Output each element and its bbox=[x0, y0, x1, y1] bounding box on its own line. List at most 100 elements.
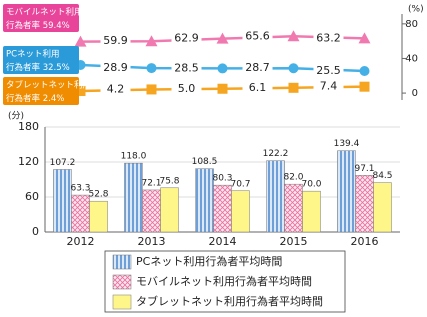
bar bbox=[231, 190, 250, 233]
series-label: 行為者率 2.4% bbox=[6, 93, 64, 104]
data-label: 139.4 bbox=[334, 139, 360, 149]
data-label: 80.3 bbox=[212, 174, 232, 184]
data-label: 28.5 bbox=[174, 61, 199, 74]
marker bbox=[74, 35, 87, 47]
data-label: 72.1 bbox=[141, 178, 161, 188]
first-value-label: 2.4% bbox=[43, 94, 65, 104]
data-label: 5.0 bbox=[178, 82, 196, 95]
series-label-line: 行為者率 bbox=[6, 62, 41, 73]
marker bbox=[288, 82, 299, 93]
y2-tick-label: 80 bbox=[405, 19, 418, 30]
label-bg bbox=[100, 34, 131, 49]
data-label: 62.9 bbox=[174, 32, 199, 45]
bar bbox=[337, 150, 356, 233]
marker bbox=[216, 32, 229, 44]
label-bg bbox=[171, 61, 202, 76]
y2-tick-label: 40 bbox=[405, 53, 418, 64]
marker bbox=[287, 30, 300, 42]
series-label: 行為者率 32.5% bbox=[6, 62, 70, 73]
x-tick-label: 2012 bbox=[67, 235, 95, 248]
first-value-label: 59.4% bbox=[43, 21, 70, 31]
y2-axis-label: (%) bbox=[408, 5, 424, 15]
marker bbox=[75, 86, 86, 96]
data-label: 107.2 bbox=[50, 158, 76, 168]
marker bbox=[146, 84, 157, 95]
legend-label: PCネット利用行為者平均時間 bbox=[136, 254, 282, 268]
data-label: 84.5 bbox=[372, 171, 392, 181]
x-tick-label: 2013 bbox=[138, 235, 166, 248]
bar bbox=[355, 175, 374, 233]
legend-box bbox=[104, 250, 346, 313]
data-label: 4.2 bbox=[107, 82, 125, 95]
label-bg bbox=[313, 31, 344, 46]
bar bbox=[53, 169, 72, 233]
label-bg bbox=[313, 79, 344, 94]
data-label: 25.5 bbox=[316, 64, 341, 77]
label-bg bbox=[171, 31, 202, 46]
label-bg bbox=[313, 64, 344, 79]
data-label: 65.6 bbox=[245, 29, 270, 42]
bar bbox=[89, 200, 108, 233]
y-axis-label: (分) bbox=[8, 111, 24, 122]
data-label: 7.4 bbox=[320, 80, 338, 93]
legend-label: タブレットネット利用行為者平均時間 bbox=[136, 294, 323, 308]
label-bg bbox=[171, 81, 202, 96]
series-label: 行為者率 59.4% bbox=[6, 20, 70, 31]
bar bbox=[160, 187, 179, 233]
bar bbox=[213, 184, 232, 233]
series-label: PCネット利用 bbox=[6, 49, 60, 60]
y-tick-label: 0 bbox=[32, 225, 39, 238]
label-bg bbox=[100, 61, 131, 76]
marker bbox=[359, 81, 370, 92]
legend-swatch bbox=[112, 294, 132, 310]
bar bbox=[71, 194, 90, 233]
bar bbox=[142, 189, 161, 233]
bar bbox=[124, 162, 143, 233]
marker bbox=[359, 66, 370, 77]
label-bg bbox=[100, 82, 131, 97]
y-tick-label: 120 bbox=[18, 155, 39, 168]
y-tick-label: 180 bbox=[18, 120, 39, 133]
bar bbox=[195, 168, 214, 233]
series-label-line: 行為者率 bbox=[6, 20, 41, 31]
legend-label: モバイルネット利用行為者平均時間 bbox=[136, 274, 312, 288]
legend-swatch bbox=[112, 274, 132, 290]
marker bbox=[217, 63, 228, 74]
data-label: 97.1 bbox=[354, 164, 374, 174]
marker bbox=[145, 35, 158, 47]
marker bbox=[288, 63, 299, 74]
label-bg bbox=[242, 29, 273, 44]
data-label: 59.9 bbox=[103, 34, 128, 47]
series-label-box bbox=[3, 4, 79, 32]
series-label-line: 行為者率 bbox=[6, 93, 41, 104]
label-bg bbox=[242, 80, 273, 95]
bar bbox=[373, 182, 392, 233]
bar bbox=[284, 183, 303, 233]
legend-swatch bbox=[112, 254, 132, 270]
bar bbox=[266, 160, 285, 233]
series-label: モバイルネット利用 bbox=[6, 7, 83, 18]
x-tick-label: 2016 bbox=[351, 235, 379, 248]
y-tick-label: 60 bbox=[25, 190, 39, 203]
bar bbox=[302, 190, 321, 233]
data-label: 118.0 bbox=[121, 152, 147, 162]
x-tick-label: 2014 bbox=[209, 235, 237, 248]
label-bg bbox=[242, 61, 273, 76]
y2-tick-label: 0 bbox=[412, 88, 418, 99]
series-label-box bbox=[3, 77, 79, 105]
data-label: 75.8 bbox=[159, 176, 179, 186]
data-label: 28.9 bbox=[103, 61, 128, 74]
series-label: タブレットネット利用 bbox=[6, 80, 91, 91]
data-label: 70.7 bbox=[230, 179, 250, 189]
data-label: 28.7 bbox=[245, 61, 270, 74]
x-tick-label: 2015 bbox=[280, 235, 308, 248]
data-label: 70.0 bbox=[301, 180, 321, 190]
data-label: 63.3 bbox=[70, 184, 90, 194]
data-label: 52.8 bbox=[88, 190, 108, 200]
marker bbox=[358, 32, 371, 44]
data-label: 108.5 bbox=[192, 157, 218, 167]
marker bbox=[217, 83, 228, 94]
data-label: 122.2 bbox=[263, 149, 289, 159]
first-value-label: 32.5% bbox=[43, 63, 70, 73]
